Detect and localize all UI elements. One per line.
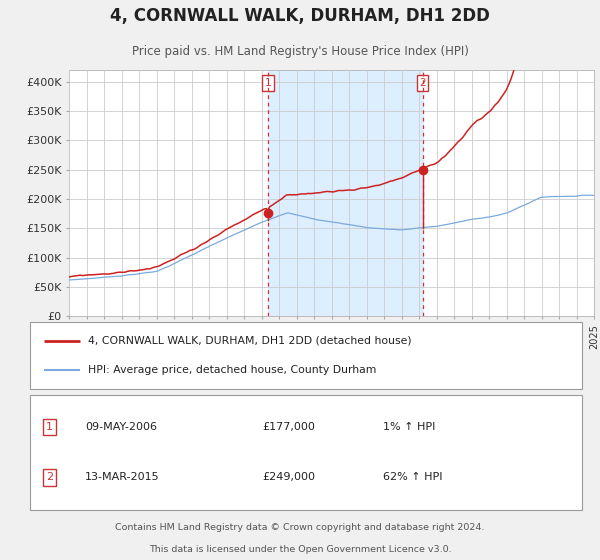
FancyBboxPatch shape <box>30 322 582 389</box>
Text: This data is licensed under the Open Government Licence v3.0.: This data is licensed under the Open Gov… <box>149 545 451 554</box>
Text: 62% ↑ HPI: 62% ↑ HPI <box>383 473 443 483</box>
Text: 09-MAY-2006: 09-MAY-2006 <box>85 422 157 432</box>
Text: 4, CORNWALL WALK, DURHAM, DH1 2DD: 4, CORNWALL WALK, DURHAM, DH1 2DD <box>110 7 490 25</box>
Text: Price paid vs. HM Land Registry's House Price Index (HPI): Price paid vs. HM Land Registry's House … <box>131 45 469 58</box>
Text: Contains HM Land Registry data © Crown copyright and database right 2024.: Contains HM Land Registry data © Crown c… <box>115 522 485 532</box>
Text: 13-MAR-2015: 13-MAR-2015 <box>85 473 160 483</box>
Text: 1: 1 <box>46 422 53 432</box>
Bar <box>268 70 422 316</box>
Text: 2: 2 <box>46 473 53 483</box>
Text: £177,000: £177,000 <box>262 422 315 432</box>
Text: 2: 2 <box>419 78 426 88</box>
Text: HPI: Average price, detached house, County Durham: HPI: Average price, detached house, Coun… <box>88 365 376 375</box>
Text: £249,000: £249,000 <box>262 473 315 483</box>
Text: 4, CORNWALL WALK, DURHAM, DH1 2DD (detached house): 4, CORNWALL WALK, DURHAM, DH1 2DD (detac… <box>88 336 412 346</box>
FancyBboxPatch shape <box>30 395 582 510</box>
Text: 1% ↑ HPI: 1% ↑ HPI <box>383 422 436 432</box>
Text: 1: 1 <box>265 78 271 88</box>
